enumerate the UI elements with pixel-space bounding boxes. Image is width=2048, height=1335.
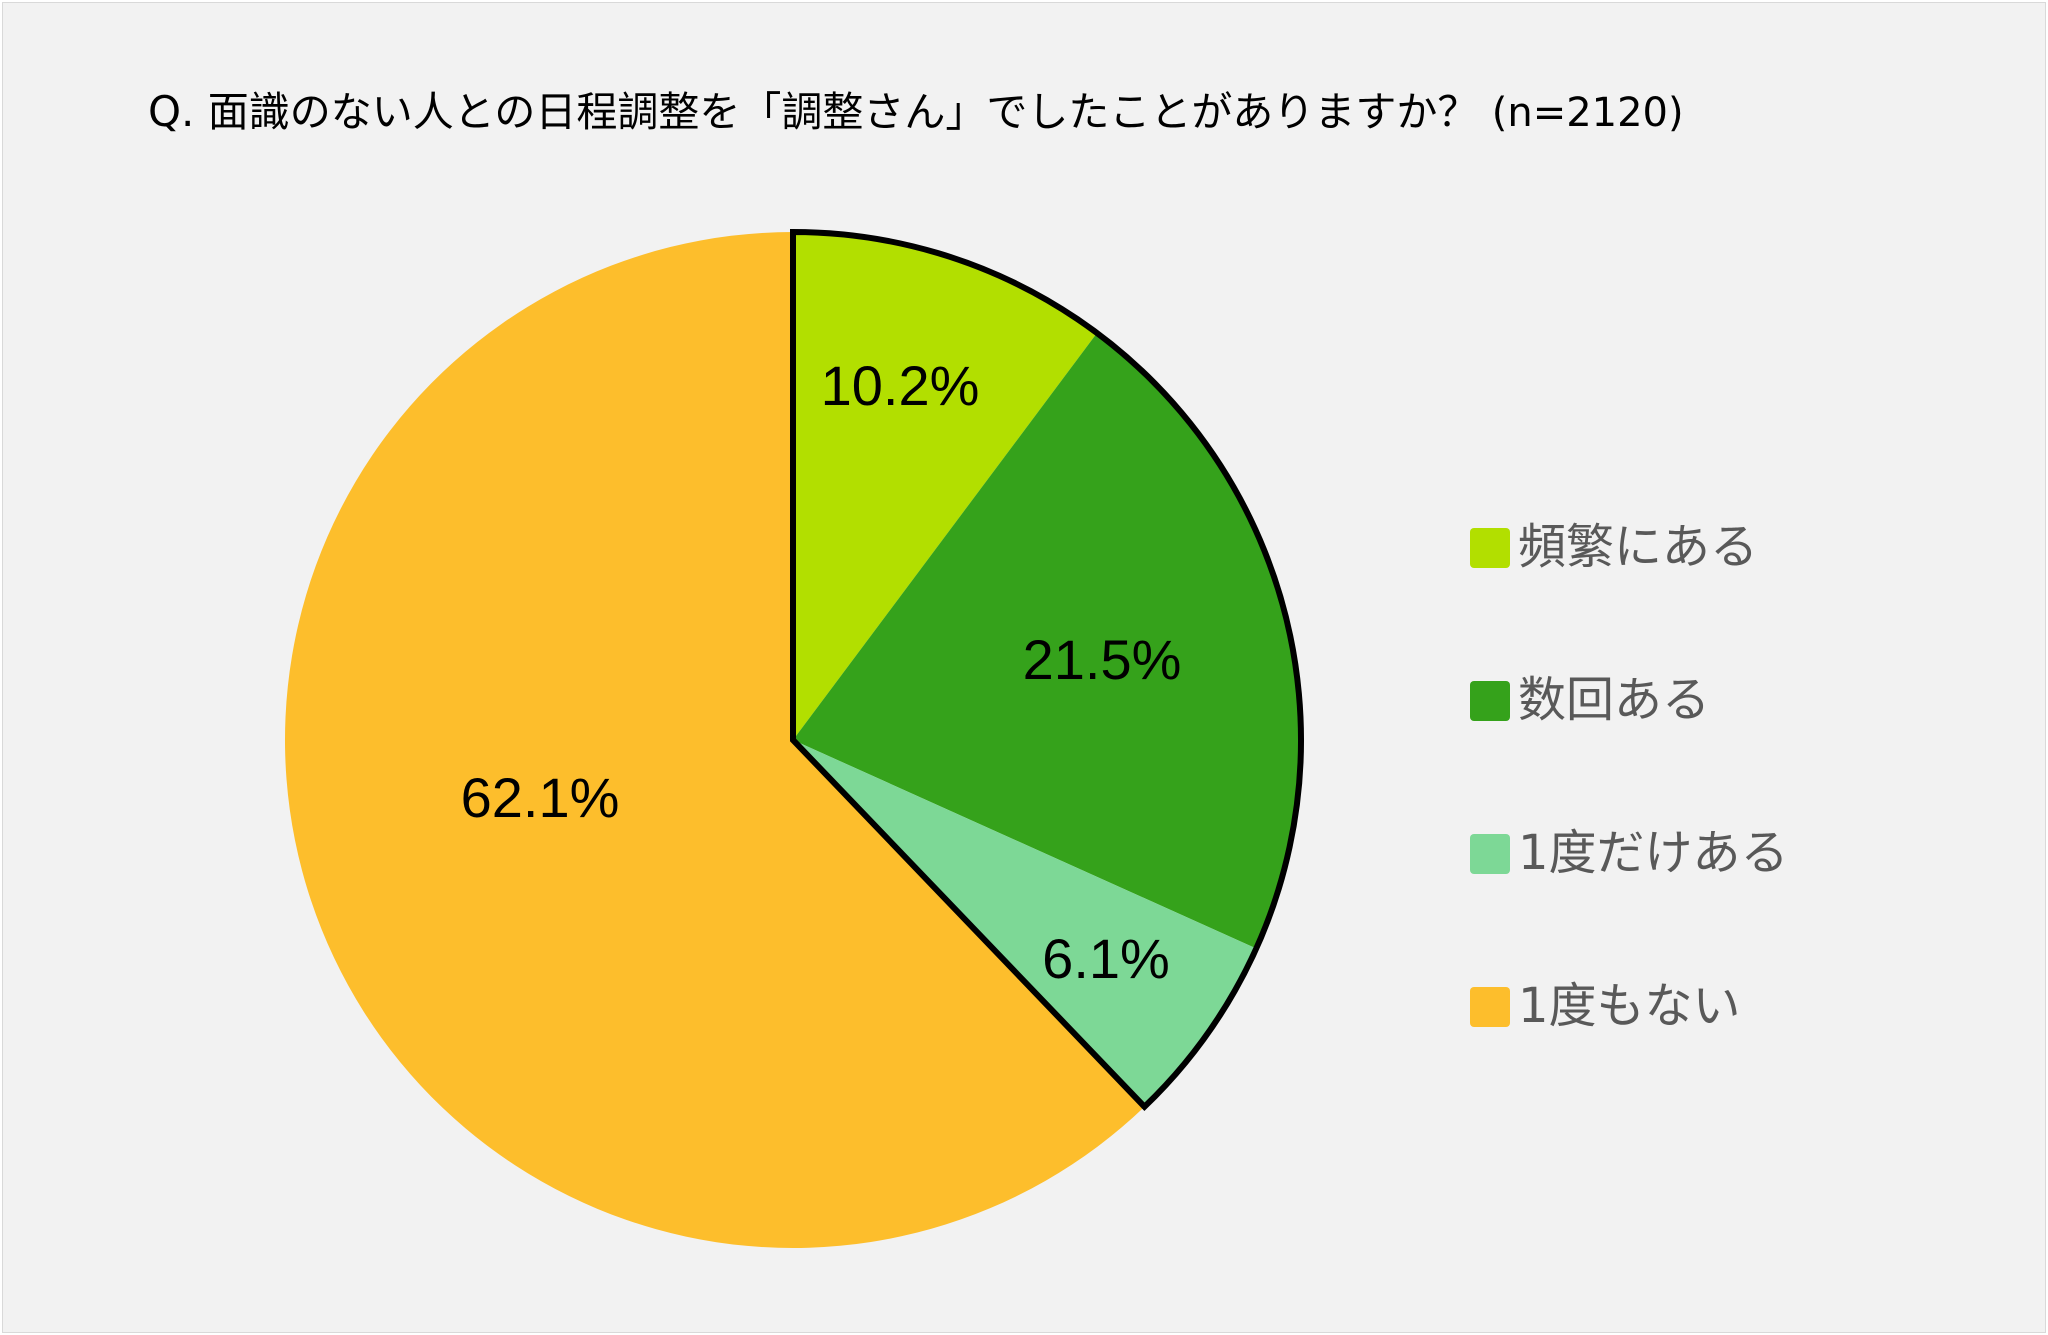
legend-label-4: 1度もない [1518,978,1741,1034]
slice-outline [790,228,1304,1111]
data-label-4: 62.1% [461,766,620,829]
legend-label-3: 1度だけある [1518,825,1789,881]
data-label-1: 10.2% [821,354,980,417]
legend-label-2: 数回ある [1518,672,1710,728]
title-text: 面識のない人との日程調整を「調整さん」でしたことがありますか？ [207,88,1479,136]
pie-slice-4 [284,232,1145,1248]
data-label-2: 21.5% [1023,628,1182,691]
chart-title: Q. 面識のない人との日程調整を「調整さん」でしたことがありますか？ (n=21… [148,78,1684,138]
data-label-3: 6.1% [1042,927,1170,990]
pie-slice-1 [793,232,1097,740]
legend-label-1: 頻繁にある [1518,519,1758,575]
legend-swatch-2 [1470,681,1510,721]
pie-slice-3 [793,740,1257,1107]
legend-swatch-4 [1470,987,1510,1027]
legend-swatch-3 [1470,834,1510,874]
highlight-outline [790,228,1304,1111]
legend-swatch-1 [1470,528,1510,568]
data-labels: 10.2% 21.5% 6.1% 62.1% [461,354,1182,990]
title-prefix: Q. [148,87,195,136]
title-sample-size: (n=2120) [1491,90,1684,136]
pie-slice-2 [793,333,1301,949]
pie-slices [284,232,1301,1248]
